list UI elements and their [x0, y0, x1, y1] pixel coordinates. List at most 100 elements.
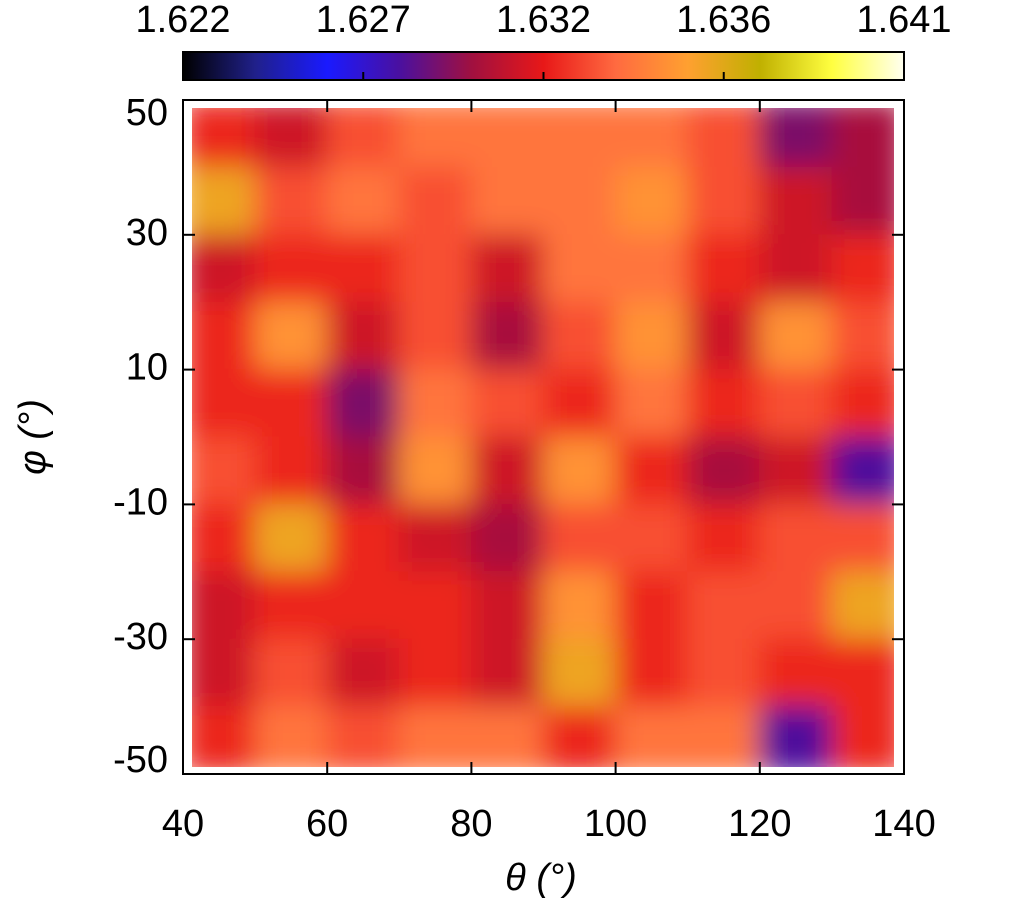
heatmap-cell — [687, 166, 761, 236]
heatmap-cell — [759, 301, 833, 371]
heatmap-cell — [254, 369, 328, 438]
y-tick-label: -50 — [113, 739, 168, 781]
heatmap-cell — [326, 108, 400, 168]
heatmap-cell — [326, 166, 400, 236]
x-tick-label: 60 — [306, 803, 348, 845]
heatmap-cell — [470, 369, 544, 438]
heatmap-cell — [687, 571, 761, 640]
heatmap-cell — [759, 436, 833, 505]
y-tick-label: -10 — [113, 481, 168, 523]
heatmap-cell — [615, 166, 689, 236]
heatmap-cell — [615, 571, 689, 640]
heatmap-cell — [831, 166, 894, 236]
heatmap-cell — [759, 706, 833, 767]
heatmap-cell — [398, 571, 472, 640]
heatmap-cell — [615, 301, 689, 371]
heatmap-cell — [543, 166, 617, 236]
x-tick-label: 40 — [162, 803, 204, 845]
heatmap-cell — [615, 503, 689, 573]
colorbar-tick-label: 1.636 — [676, 0, 771, 41]
heatmap-cell — [470, 503, 544, 573]
heatmap-cell — [543, 301, 617, 371]
heatmap-cell — [254, 638, 328, 708]
heatmap-cell — [615, 436, 689, 505]
heatmap-cell — [687, 436, 761, 505]
heatmap-cell — [326, 706, 400, 767]
heatmap-cell — [254, 108, 328, 168]
heatmap-cell — [192, 166, 256, 236]
x-tick-label: 140 — [872, 803, 935, 845]
heatmap-cell — [470, 436, 544, 505]
heatmap-cell — [326, 234, 400, 303]
heatmap-cell — [615, 369, 689, 438]
heatmap-cell — [759, 638, 833, 708]
heatmap-cell — [398, 638, 472, 708]
heatmap-cell — [543, 234, 617, 303]
heatmap-cell — [192, 108, 256, 168]
heatmap-cell — [615, 108, 689, 168]
heatmap-cell — [759, 571, 833, 640]
heatmap-cell — [831, 638, 894, 708]
heatmap-cell — [470, 166, 544, 236]
heatmap-cell — [687, 301, 761, 371]
heatmap-cell — [831, 436, 894, 505]
heatmap-cell — [398, 108, 472, 168]
heatmap-cell — [192, 301, 256, 371]
y-tick-label: 10 — [126, 347, 168, 389]
heatmap-cell — [615, 234, 689, 303]
plot-frame — [182, 99, 905, 775]
heatmap-cell — [192, 503, 256, 573]
heatmap-cell — [615, 638, 689, 708]
heatmap-cell — [398, 301, 472, 371]
heatmap-cell — [398, 503, 472, 573]
heatmap — [192, 108, 894, 767]
heatmap-cell — [831, 503, 894, 573]
x-axis-title: θ (°) — [505, 857, 577, 899]
heatmap-cell — [759, 166, 833, 236]
heatmap-cell — [254, 706, 328, 767]
heatmap-cell — [687, 638, 761, 708]
heatmap-cell — [470, 706, 544, 767]
heatmap-cell — [398, 234, 472, 303]
heatmap-cells — [192, 108, 894, 767]
heatmap-cell — [398, 436, 472, 505]
heatmap-cell — [470, 571, 544, 640]
y-axis-title: φ (°) — [12, 399, 54, 475]
heatmap-cell — [398, 706, 472, 767]
colorbar-tick-label: 1.632 — [496, 0, 591, 41]
colorbar-tick-label: 1.622 — [135, 0, 230, 41]
x-tick-label: 80 — [450, 803, 492, 845]
heatmap-cell — [254, 301, 328, 371]
heatmap-cell — [192, 571, 256, 640]
heatmap-cell — [192, 706, 256, 767]
heatmap-cell — [759, 108, 833, 168]
heatmap-cell — [831, 301, 894, 371]
heatmap-cell — [470, 301, 544, 371]
heatmap-cell — [254, 503, 328, 573]
heatmap-cell — [831, 571, 894, 640]
heatmap-cell — [543, 436, 617, 505]
heatmap-cell — [254, 571, 328, 640]
heatmap-cell — [326, 436, 400, 505]
heatmap-cell — [543, 108, 617, 168]
heatmap-cell — [687, 706, 761, 767]
heatmap-cell — [470, 638, 544, 708]
heatmap-cell — [687, 369, 761, 438]
heatmap-cell — [543, 638, 617, 708]
heatmap-cell — [759, 234, 833, 303]
heatmap-cell — [254, 436, 328, 505]
heatmap-cell — [470, 234, 544, 303]
heatmap-cell — [543, 706, 617, 767]
heatmap-cell — [326, 301, 400, 371]
heatmap-cell — [759, 503, 833, 573]
heatmap-cell — [326, 571, 400, 640]
heatmap-cell — [543, 571, 617, 640]
heatmap-cell — [543, 503, 617, 573]
y-tick-label: 30 — [126, 212, 168, 254]
heatmap-cell — [831, 369, 894, 438]
heatmap-cell — [543, 369, 617, 438]
colorbar-tick-label: 1.641 — [856, 0, 951, 41]
y-tick-label: -30 — [113, 616, 168, 658]
heatmap-cell — [831, 234, 894, 303]
heatmap-cell — [326, 369, 400, 438]
